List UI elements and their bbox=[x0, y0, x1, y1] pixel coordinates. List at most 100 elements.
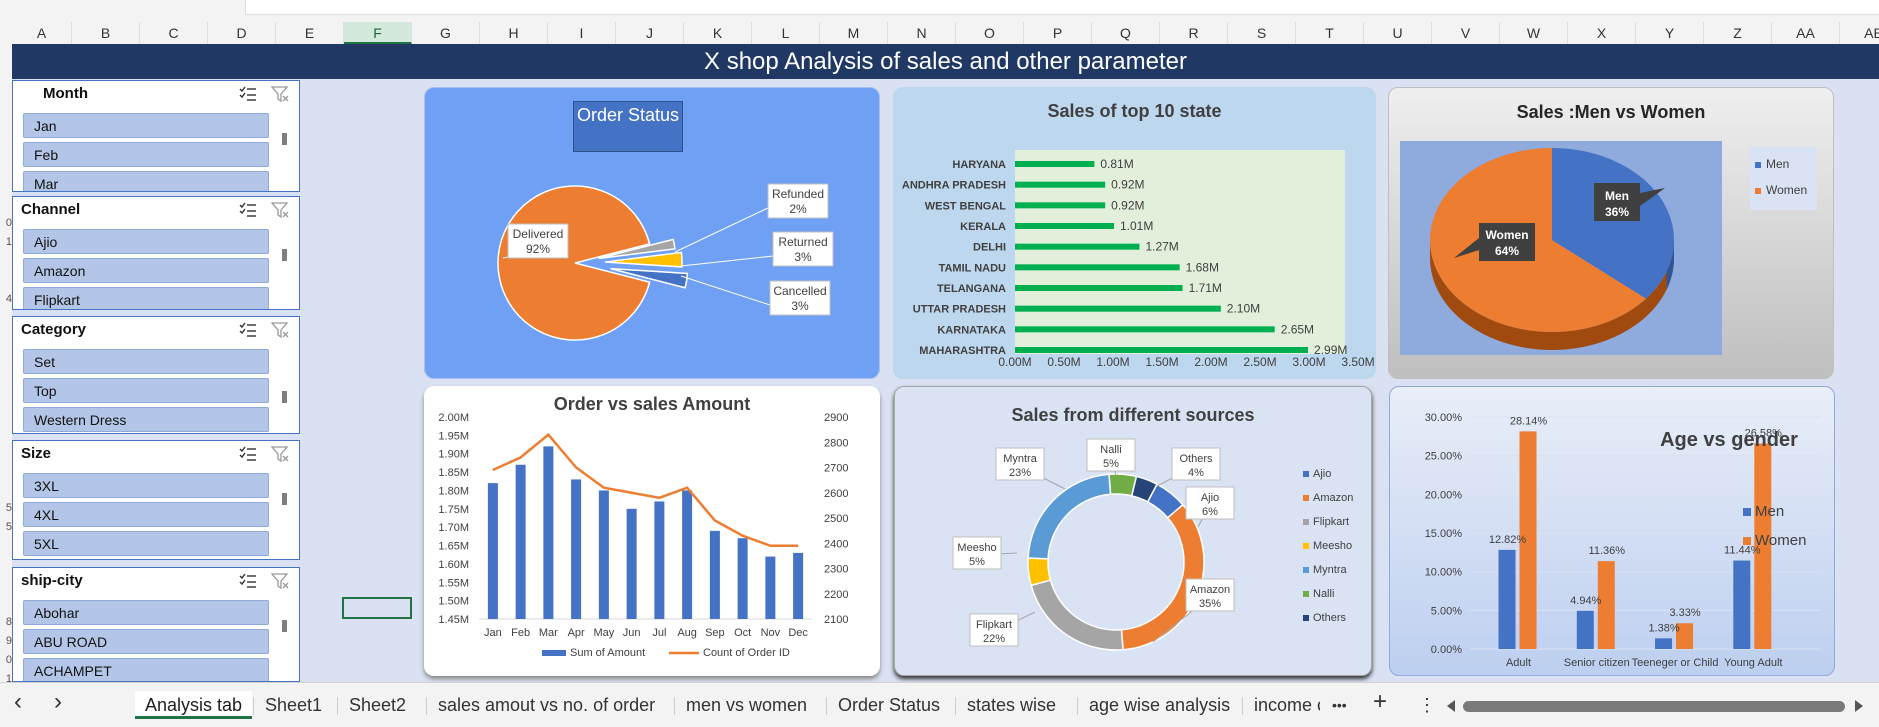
column-header-i[interactable]: I bbox=[548, 22, 616, 44]
sheet-tab[interactable]: sales amout vs no. of order bbox=[438, 695, 656, 715]
slicer-scrollbar[interactable] bbox=[282, 493, 287, 505]
sheet-tab[interactable]: Analysis tab bbox=[135, 691, 253, 719]
row-number[interactable]: 9 bbox=[5, 635, 12, 647]
slicer-scrollbar[interactable] bbox=[282, 620, 287, 632]
column-header-b[interactable]: B bbox=[72, 22, 140, 44]
column-header-p[interactable]: P bbox=[1024, 22, 1092, 44]
column-header-a[interactable]: A bbox=[12, 22, 72, 44]
slicer-scrollbar[interactable] bbox=[282, 133, 287, 145]
row-number[interactable]: 0 bbox=[5, 654, 12, 666]
multi-select-icon[interactable] bbox=[239, 321, 257, 339]
slicer-item[interactable]: Mar bbox=[23, 171, 269, 191]
row-number[interactable]: 5 bbox=[5, 521, 12, 533]
column-header-x[interactable]: X bbox=[1568, 22, 1636, 44]
sheet-tab[interactable]: income c bbox=[1254, 695, 1320, 715]
slicer-item[interactable]: Feb bbox=[23, 142, 269, 167]
sheet-tab[interactable]: Order Status bbox=[838, 695, 941, 715]
column-header-e[interactable]: E bbox=[276, 22, 344, 44]
slicer-scrollbar[interactable] bbox=[282, 391, 287, 403]
sheet-tab[interactable]: Sheet2 bbox=[349, 695, 407, 715]
slicer-item[interactable]: 5XL bbox=[23, 531, 269, 556]
column-header-z[interactable]: Z bbox=[1704, 22, 1772, 44]
sheet-tab[interactable]: age wise analysis bbox=[1089, 695, 1231, 715]
column-header-t[interactable]: T bbox=[1296, 22, 1364, 44]
row-number[interactable]: 1 bbox=[5, 673, 12, 682]
slicer-item[interactable]: Ajio bbox=[23, 229, 269, 254]
scrollbar-thumb[interactable] bbox=[1463, 701, 1845, 712]
slicer-month[interactable]: Month Jan Feb Mar bbox=[12, 80, 300, 192]
slicer-item[interactable]: Jan bbox=[23, 113, 269, 138]
slicer-item[interactable]: Amazon bbox=[23, 258, 269, 283]
column-header-j[interactable]: J bbox=[616, 22, 684, 44]
row-number[interactable]: 0 bbox=[5, 217, 12, 229]
order-vs-sales-card[interactable]: Order vs sales Amount 2.00M 1.95M 1.90M 1.8… bbox=[424, 386, 880, 676]
bar-jun bbox=[626, 508, 637, 619]
next-sheet-button[interactable]: › bbox=[54, 688, 62, 715]
slicer-item[interactable]: ABU ROAD bbox=[23, 629, 269, 654]
men-women-card[interactable]: Sales :Men vs Women Men 36% Women 64% Men Wom… bbox=[1388, 87, 1834, 379]
slicer-item[interactable]: Abohar bbox=[23, 600, 269, 625]
row-number[interactable]: 1 bbox=[5, 236, 12, 248]
row-number[interactable]: 8 bbox=[5, 616, 12, 628]
more-sheets-button[interactable]: ••• bbox=[1332, 697, 1347, 713]
clear-filter-icon[interactable] bbox=[270, 85, 289, 103]
row-number[interactable]: 4 bbox=[5, 293, 12, 305]
slicer-item[interactable]: Flipkart bbox=[23, 287, 269, 309]
slicer-item[interactable]: 3XL bbox=[23, 473, 269, 498]
column-header-y[interactable]: Y bbox=[1636, 22, 1704, 44]
clear-filter-icon[interactable] bbox=[270, 445, 289, 463]
column-header-g[interactable]: G bbox=[412, 22, 480, 44]
slicer-scrollbar[interactable] bbox=[282, 249, 287, 261]
column-header-f[interactable]: F bbox=[344, 22, 412, 44]
clear-filter-icon[interactable] bbox=[270, 572, 289, 590]
slicer-size[interactable]: Size 3XL 4XL 5XL bbox=[12, 440, 300, 560]
column-header-k[interactable]: K bbox=[684, 22, 752, 44]
horizontal-scrollbar[interactable] bbox=[1447, 696, 1867, 716]
sheet-options-button[interactable]: ⋮ bbox=[1418, 695, 1436, 715]
clear-filter-icon[interactable] bbox=[270, 321, 289, 339]
scroll-left-arrow-icon[interactable] bbox=[1447, 700, 1455, 712]
sheet-tab[interactable]: men vs women bbox=[686, 695, 808, 715]
slicer-item[interactable]: Top bbox=[23, 378, 269, 403]
data-label-pct: 6% bbox=[1202, 506, 1218, 518]
scroll-right-arrow-icon[interactable] bbox=[1855, 700, 1863, 712]
age-gender-card[interactable]: 30.00% 25.00% 20.00% 15.00% 10.00% 5.00% 0.00%… bbox=[1389, 386, 1835, 676]
clear-filter-icon[interactable] bbox=[270, 201, 289, 219]
add-sheet-button[interactable]: + bbox=[1373, 688, 1388, 715]
column-header-u[interactable]: U bbox=[1364, 22, 1432, 44]
column-header-m[interactable]: M bbox=[820, 22, 888, 44]
column-header-h[interactable]: H bbox=[480, 22, 548, 44]
slicer-item[interactable]: Set bbox=[23, 349, 269, 374]
multi-select-icon[interactable] bbox=[239, 445, 257, 463]
sources-card[interactable]: Sales from different sources Myntra 23% Na… bbox=[894, 386, 1372, 676]
order-status-card[interactable]: Order Status Delivered 92% Refunded 2% Retur… bbox=[424, 87, 880, 379]
multi-select-icon[interactable] bbox=[239, 201, 257, 219]
slicer-item[interactable]: 4XL bbox=[23, 502, 269, 527]
sheet-tab[interactable]: Sheet1 bbox=[265, 695, 323, 715]
prev-sheet-button[interactable]: ‹ bbox=[14, 688, 22, 715]
column-header-w[interactable]: W bbox=[1500, 22, 1568, 44]
column-header-r[interactable]: R bbox=[1160, 22, 1228, 44]
column-header-l[interactable]: L bbox=[752, 22, 820, 44]
column-header-c[interactable]: C bbox=[140, 22, 208, 44]
column-header-q[interactable]: Q bbox=[1092, 22, 1160, 44]
formula-input[interactable] bbox=[245, 0, 1879, 15]
slicer-ship-city[interactable]: ship-city Abohar ABU ROAD ACHAMPET bbox=[12, 567, 300, 682]
column-header-n[interactable]: N bbox=[888, 22, 956, 44]
slicer-item[interactable]: Western Dress bbox=[23, 407, 269, 432]
column-header-v[interactable]: V bbox=[1432, 22, 1500, 44]
row-number[interactable]: 5 bbox=[5, 502, 12, 514]
multi-select-icon[interactable] bbox=[239, 572, 257, 590]
column-header-o[interactable]: O bbox=[956, 22, 1024, 44]
column-header-aa[interactable]: AA bbox=[1772, 22, 1840, 44]
slicer-item[interactable]: ACHAMPET bbox=[23, 658, 269, 681]
slicer-channel[interactable]: Channel Ajio Amazon Flipkart bbox=[12, 196, 300, 310]
column-header-d[interactable]: D bbox=[208, 22, 276, 44]
column-header-s[interactable]: S bbox=[1228, 22, 1296, 44]
slicer-category[interactable]: Category Set Top Western Dress bbox=[12, 316, 300, 434]
selected-cell[interactable] bbox=[342, 597, 412, 619]
sheet-tab[interactable]: states wise bbox=[967, 695, 1057, 715]
top-states-card[interactable]: Sales of top 10 state HARYANA 0.81M ANDHRA… bbox=[893, 87, 1376, 379]
column-header-ab[interactable]: AB bbox=[1840, 22, 1879, 44]
multi-select-icon[interactable] bbox=[239, 85, 257, 103]
